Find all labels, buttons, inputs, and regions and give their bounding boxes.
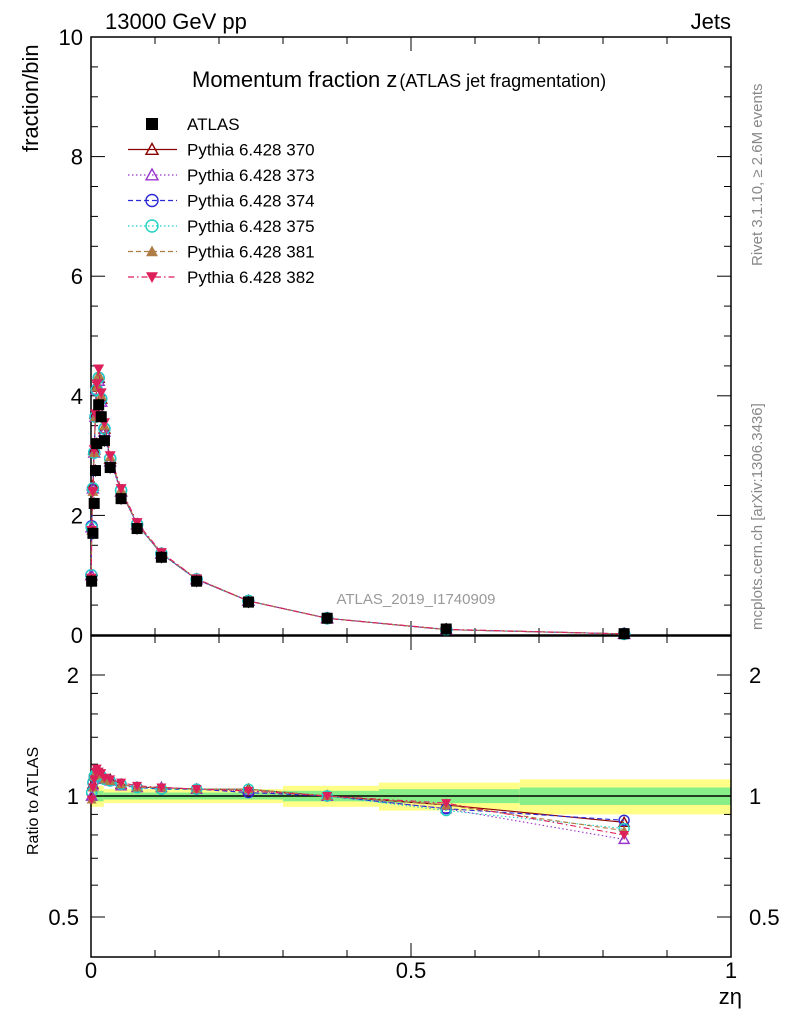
data-point — [115, 493, 127, 505]
data-point — [86, 575, 98, 587]
series-point-ratio — [87, 783, 98, 793]
data-point — [88, 497, 100, 509]
series-point-ratio — [89, 775, 100, 785]
data-point — [89, 465, 101, 477]
legend-label: Pythia 6.428 374 — [187, 192, 315, 211]
series-point-main — [115, 484, 127, 494]
y-tick-label: 4 — [71, 384, 83, 409]
energy-label: 13000 GeV pp — [105, 9, 247, 34]
ratio-plot-panel: 0 0.5 1 0.5 0.5 1 1 2 2 — [48, 635, 780, 983]
legend-label: ATLAS — [187, 115, 240, 134]
series-line-ratio — [91, 770, 625, 830]
ratio-y-tick-label: 2 — [67, 663, 79, 688]
plot-title: Momentum fraction z (ATLAS jet fragmentat… — [192, 67, 606, 92]
ratio-y-tick-label-right: 2 — [749, 663, 761, 688]
series-point-main — [104, 451, 116, 462]
series-point-ratio — [156, 783, 167, 793]
data-point — [242, 596, 254, 608]
legend-label: Pythia 6.428 373 — [187, 166, 315, 185]
x-axis-label: zη — [719, 984, 742, 1009]
legend-marker — [145, 219, 159, 233]
series-point-ratio — [86, 795, 97, 805]
data-point — [191, 575, 203, 587]
ratio-y-tick-label: 1 — [67, 784, 79, 809]
legend-marker — [146, 118, 158, 130]
side-label-mcplots: mcplots.cern.ch [arXiv:1306.3436] — [749, 403, 766, 630]
y-axis-label-ratio: Ratio to ATLAS — [25, 747, 42, 855]
series-point-main — [93, 364, 105, 375]
y-tick-label: 0 — [71, 623, 83, 648]
legend-marker — [144, 142, 160, 156]
series-point-ratio — [116, 778, 127, 788]
y-axis-label-main: fraction/bin — [18, 44, 43, 152]
series-point-ratio — [618, 814, 630, 827]
legend-marker — [145, 193, 159, 208]
legend-marker — [146, 272, 158, 283]
series-point-ratio — [191, 785, 202, 795]
series-point-ratio — [441, 799, 452, 809]
ratio-y-tick-label-right: 1 — [749, 784, 761, 809]
x-tick-label: 0 — [85, 958, 97, 983]
data-point — [155, 551, 167, 563]
data-point — [98, 435, 110, 447]
data-point — [321, 612, 333, 624]
series-point-ratio — [322, 792, 333, 801]
series-point-ratio — [617, 832, 631, 845]
y-tick-label: 10 — [59, 25, 83, 50]
data-point — [104, 462, 116, 474]
data-point — [131, 523, 143, 535]
series-point-ratio — [105, 775, 116, 785]
y-tick-label: 8 — [71, 145, 83, 170]
ratio-y-tick-label-right: 0.5 — [749, 905, 780, 930]
series-point-main — [87, 487, 99, 497]
main-plot-panel: 0 2 4 6 8 10 — [59, 25, 732, 648]
legend-marker — [144, 167, 160, 181]
y-tick-label: 2 — [71, 503, 83, 528]
side-label-rivet: Rivet 3.1.10, ≥ 2.6M events — [749, 84, 766, 267]
y-tick-label: 6 — [71, 264, 83, 289]
x-tick-label: 1 — [725, 958, 737, 983]
series-point-ratio — [132, 781, 143, 791]
series-point-main — [91, 379, 103, 390]
legend-label: Pythia 6.428 381 — [187, 243, 315, 262]
series-point-ratio — [243, 786, 254, 796]
data-point — [91, 438, 103, 450]
legend-marker — [146, 245, 158, 257]
legend: ATLAS Pythia 6.428 370 Pythia 6.428 373 Pyt… — [128, 115, 315, 287]
data-point — [93, 399, 105, 411]
category-label: Jets — [691, 9, 731, 34]
data-point — [95, 411, 107, 423]
series-point-main — [95, 388, 107, 399]
legend-label: Pythia 6.428 375 — [187, 217, 315, 236]
x-tick-label: 0.5 — [396, 958, 427, 983]
ratio-y-tick-label: 0.5 — [48, 905, 79, 930]
series-point-ratio — [96, 769, 107, 779]
data-point — [87, 527, 99, 539]
analysis-id-label: ATLAS_2019_I1740909 — [336, 591, 495, 608]
data-point — [440, 623, 452, 635]
legend-label: Pythia 6.428 370 — [187, 141, 315, 160]
legend-label: Pythia 6.428 382 — [187, 268, 315, 287]
series-point-ratio — [619, 830, 630, 840]
data-point — [618, 628, 630, 640]
